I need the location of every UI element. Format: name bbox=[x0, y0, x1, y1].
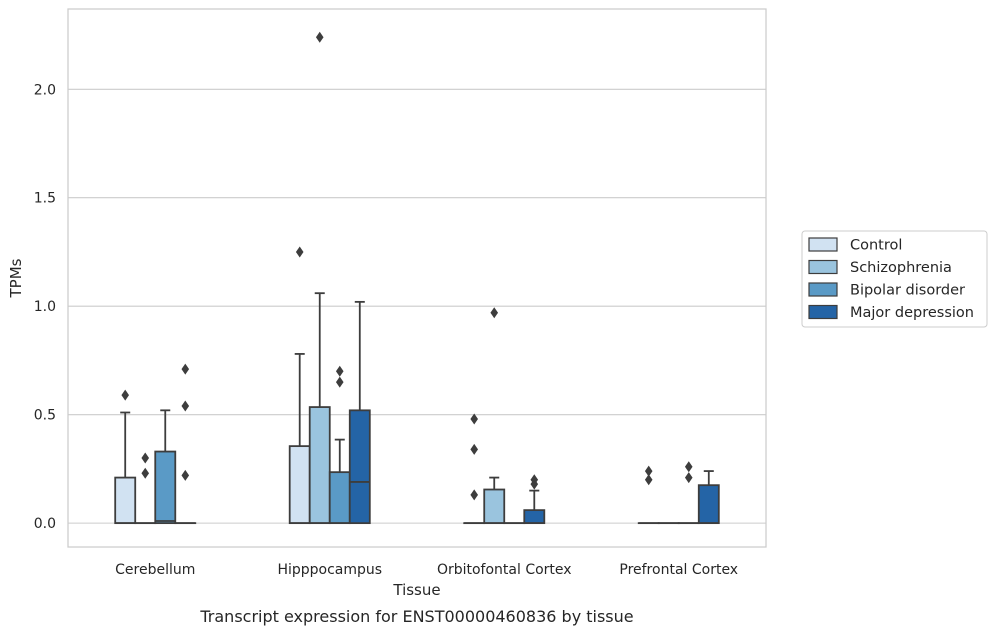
outlier-marker bbox=[335, 376, 344, 388]
box bbox=[154, 450, 177, 525]
box bbox=[523, 509, 546, 525]
outlier-marker bbox=[141, 467, 150, 479]
outlier-marker bbox=[684, 472, 693, 484]
y-tick-label: 1.5 bbox=[34, 191, 56, 207]
y-tick-label: 2.0 bbox=[34, 82, 56, 98]
x-tick-label: Prefrontal Cortex bbox=[619, 562, 738, 578]
box bbox=[483, 488, 506, 525]
box bbox=[308, 406, 331, 525]
y-tick-label: 0.5 bbox=[34, 408, 56, 424]
outlier-marker bbox=[644, 465, 653, 477]
plot-frame bbox=[67, 8, 767, 548]
outlier-marker bbox=[335, 365, 344, 377]
outlier-marker bbox=[470, 413, 479, 425]
legend-label: Control bbox=[850, 238, 902, 254]
legend-swatch bbox=[808, 282, 838, 297]
box-groups bbox=[114, 31, 720, 525]
outlier-marker bbox=[470, 489, 479, 501]
legend-swatch bbox=[808, 259, 838, 275]
box bbox=[288, 445, 311, 525]
y-axis-title: TPMs bbox=[7, 258, 25, 298]
x-tick-label: Hipppocampus bbox=[277, 562, 382, 578]
outlier-marker bbox=[684, 461, 693, 473]
x-tick-labels: Cerebellum Hipppocampus Orbitofontal Corte… bbox=[115, 562, 738, 578]
category-group bbox=[637, 461, 720, 525]
box bbox=[114, 476, 137, 525]
legend-swatch bbox=[808, 237, 838, 252]
legend-label: Major depression bbox=[850, 305, 974, 321]
box bbox=[328, 471, 351, 525]
y-tick-label: 1.0 bbox=[34, 299, 56, 315]
box bbox=[348, 409, 371, 525]
chart-caption: Transcript expression for ENST0000046083… bbox=[199, 607, 633, 626]
outlier-marker bbox=[315, 31, 324, 43]
legend-frame bbox=[801, 230, 988, 328]
outlier-marker bbox=[121, 389, 130, 401]
legend-swatch bbox=[808, 304, 838, 320]
legend-label: Bipolar disorder bbox=[850, 283, 965, 299]
plot-area bbox=[68, 9, 766, 547]
outlier-marker bbox=[530, 474, 539, 486]
outlier-marker bbox=[470, 443, 479, 455]
category-group bbox=[114, 363, 197, 525]
outlier-marker bbox=[490, 307, 499, 319]
outlier-marker bbox=[644, 474, 653, 486]
y-tick-labels: 0.0 0.5 1.0 1.5 2.0 bbox=[34, 82, 56, 532]
outlier-marker bbox=[181, 469, 190, 481]
outlier-marker bbox=[295, 246, 304, 258]
y-tick-label: 0.0 bbox=[34, 516, 56, 532]
x-tick-label: Cerebellum bbox=[115, 562, 195, 578]
legend: Control Schizophrenia Bipolar disorder Majo… bbox=[801, 230, 988, 328]
category-group bbox=[463, 307, 546, 525]
box bbox=[697, 484, 720, 525]
outlier-marker bbox=[181, 400, 190, 412]
x-tick-label: Orbitofontal Cortex bbox=[437, 562, 572, 578]
category-group bbox=[288, 31, 371, 525]
x-axis-title: Tissue bbox=[392, 581, 440, 599]
legend-label: Schizophrenia bbox=[850, 260, 952, 276]
outlier-marker bbox=[141, 452, 150, 464]
outlier-marker bbox=[181, 363, 190, 375]
